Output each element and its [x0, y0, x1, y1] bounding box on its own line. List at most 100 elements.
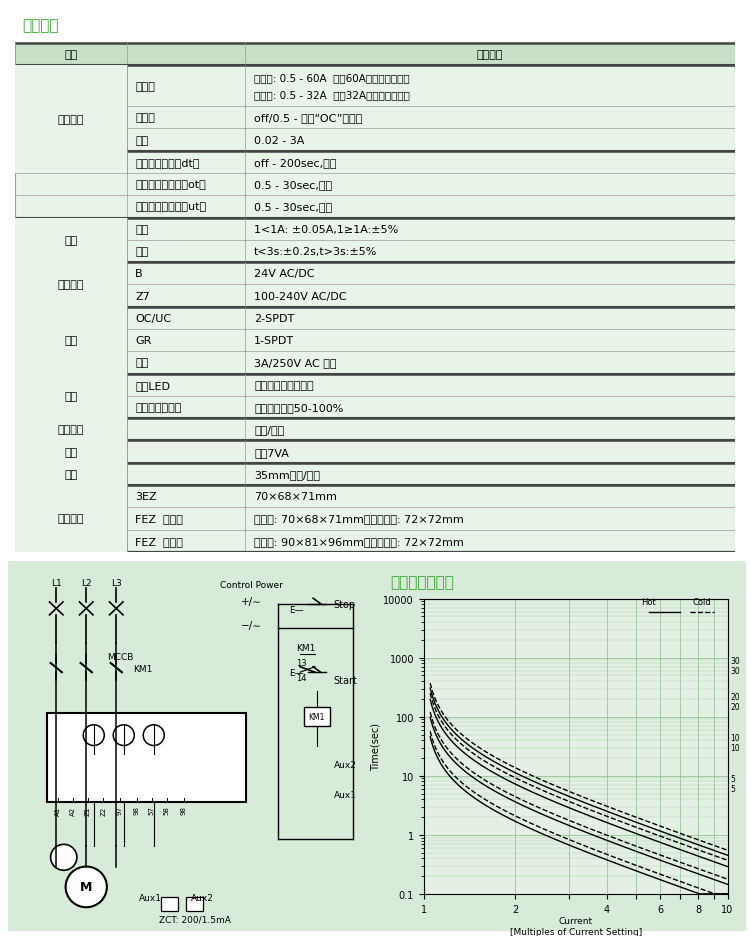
Text: 20: 20	[730, 693, 740, 701]
Text: FEZ  端子型: FEZ 端子型	[135, 536, 183, 546]
Text: B: B	[135, 269, 142, 279]
Text: 13: 13	[296, 658, 307, 667]
Bar	[15, 486, 735, 507]
Text: 功耗: 功耗	[64, 447, 77, 457]
Text: KM1: KM1	[134, 665, 152, 673]
Text: 0.5 - 30sec,可调: 0.5 - 30sec,可调	[254, 202, 332, 212]
Text: A2: A2	[70, 806, 76, 814]
Text: 输出: 输出	[64, 336, 77, 345]
Text: 主模块: 70×68×71mm；显示面板: 72×72mm: 主模块: 70×68×71mm；显示面板: 72×72mm	[254, 514, 464, 524]
Text: 起动延迟时间（dt）: 起动延迟时间（dt）	[135, 158, 200, 168]
Text: off/0.5 - 小于“OC”设定值: off/0.5 - 小于“OC”设定值	[254, 113, 362, 124]
Bar	[15, 107, 735, 129]
Text: 项目: 项目	[64, 50, 77, 60]
Text: A1: A1	[56, 806, 62, 815]
Text: ZCT: 200/1.5mA: ZCT: 200/1.5mA	[159, 914, 231, 924]
Bar	[15, 418, 735, 441]
Text: L2: L2	[81, 578, 92, 588]
Text: 电流设定: 电流设定	[58, 115, 84, 124]
Bar	[15, 263, 127, 307]
Text: 显示: 显示	[64, 391, 77, 402]
Text: 70×68×71mm: 70×68×71mm	[254, 491, 337, 502]
Text: 主模块: 90×81×96mm；显示面板: 72×72mm: 主模块: 90×81×96mm；显示面板: 72×72mm	[254, 536, 464, 546]
Text: 5: 5	[730, 774, 735, 783]
Text: 2-SPDT: 2-SPDT	[254, 314, 294, 324]
Text: 漏电: 漏电	[135, 136, 148, 145]
Text: 1-SPDT: 1-SPDT	[254, 336, 294, 345]
Text: E—: E—	[289, 606, 303, 614]
Text: 设定范围: 设定范围	[477, 50, 503, 60]
Text: Z1: Z1	[85, 806, 92, 815]
Text: Z7: Z7	[135, 291, 150, 301]
Bar	[161, 897, 178, 911]
Text: MCCB: MCCB	[106, 652, 134, 661]
Text: 七段LED: 七段LED	[135, 380, 170, 390]
Text: 欠电流跳闸延时（ut）: 欠电流跳闸延时（ut）	[135, 202, 206, 212]
Text: 5: 5	[730, 784, 735, 794]
Text: 电动/手动: 电动/手动	[254, 425, 284, 435]
Text: 24V AC/DC: 24V AC/DC	[254, 269, 314, 279]
Bar	[15, 374, 127, 418]
Text: 动态幅值指示棒: 动态幅值指示棒	[135, 402, 182, 413]
Text: 过电流跳闸延时（ot）: 过电流跳闸延时（ot）	[135, 180, 206, 190]
Bar	[304, 708, 330, 726]
Text: 欠电流: 欠电流	[135, 113, 155, 124]
Text: off - 200sec,可调: off - 200sec,可调	[254, 158, 337, 168]
X-axis label: Current
[Multiples of Current Setting]: Current [Multiples of Current Setting]	[509, 916, 642, 936]
Text: 98: 98	[181, 806, 187, 814]
Text: 技术规格: 技术规格	[22, 19, 58, 34]
Text: KM1: KM1	[309, 712, 325, 722]
Text: 20: 20	[730, 702, 740, 711]
Text: 反时限: 0.5 - 32A  大于32A使用外部互感器: 反时限: 0.5 - 32A 大于32A使用外部互感器	[254, 90, 410, 100]
Text: 30: 30	[730, 666, 740, 676]
Text: 容量: 容量	[135, 358, 148, 368]
Bar	[15, 463, 127, 486]
Text: KM1: KM1	[296, 643, 316, 652]
Text: 外形尺寸: 外形尺寸	[58, 514, 84, 524]
Text: 3EZ: 3EZ	[135, 491, 157, 502]
Text: 57: 57	[148, 806, 154, 814]
Text: 10: 10	[730, 743, 740, 753]
Bar	[15, 44, 735, 66]
Text: Z2: Z2	[100, 806, 106, 815]
Text: 30: 30	[730, 656, 740, 665]
Bar	[15, 530, 735, 552]
Text: 电流: 电流	[135, 225, 148, 235]
Text: 58: 58	[164, 806, 170, 814]
Bar	[15, 263, 735, 285]
Text: 定时限: 0.5 - 60A  大于60A使用外部互感器: 定时限: 0.5 - 60A 大于60A使用外部互感器	[254, 73, 410, 83]
Text: FEZ  窗口型: FEZ 窗口型	[135, 514, 183, 524]
Text: +/∼: +/∼	[241, 596, 262, 607]
Text: L1: L1	[51, 578, 62, 588]
Text: Hot: Hot	[641, 598, 656, 607]
Text: 复位方式: 复位方式	[58, 425, 84, 435]
Text: 安装: 安装	[64, 469, 77, 479]
Text: Aux1: Aux1	[334, 790, 357, 799]
Bar	[15, 152, 735, 174]
Text: Aux2: Aux2	[334, 760, 357, 769]
Bar	[15, 307, 127, 374]
Text: 操作电源: 操作电源	[58, 280, 84, 290]
Text: 时间: 时间	[135, 247, 148, 256]
Text: 电流设定值的50-100%: 电流设定值的50-100%	[254, 402, 344, 413]
Bar	[8, 562, 382, 931]
Bar	[15, 329, 735, 352]
Text: 小于7VA: 小于7VA	[254, 447, 289, 457]
Text: 反时限特性曲线: 反时限特性曲线	[390, 575, 454, 590]
Text: M: M	[80, 881, 92, 894]
Y-axis label: Time(sec): Time(sec)	[370, 723, 380, 770]
Text: 97: 97	[117, 806, 123, 814]
Bar	[15, 66, 127, 174]
Circle shape	[113, 725, 134, 746]
Bar	[15, 285, 735, 307]
Text: 100-240V AC/DC: 100-240V AC/DC	[254, 291, 346, 301]
Bar	[15, 66, 735, 107]
Text: −/∼: −/∼	[241, 621, 262, 630]
Bar	[186, 897, 202, 911]
Text: GR: GR	[135, 336, 152, 345]
Text: 0.5 - 30sec,可调: 0.5 - 30sec,可调	[254, 180, 332, 190]
Text: E—: E—	[289, 668, 303, 677]
Text: 误差: 误差	[64, 236, 77, 245]
Bar	[15, 174, 735, 197]
Circle shape	[143, 725, 164, 746]
